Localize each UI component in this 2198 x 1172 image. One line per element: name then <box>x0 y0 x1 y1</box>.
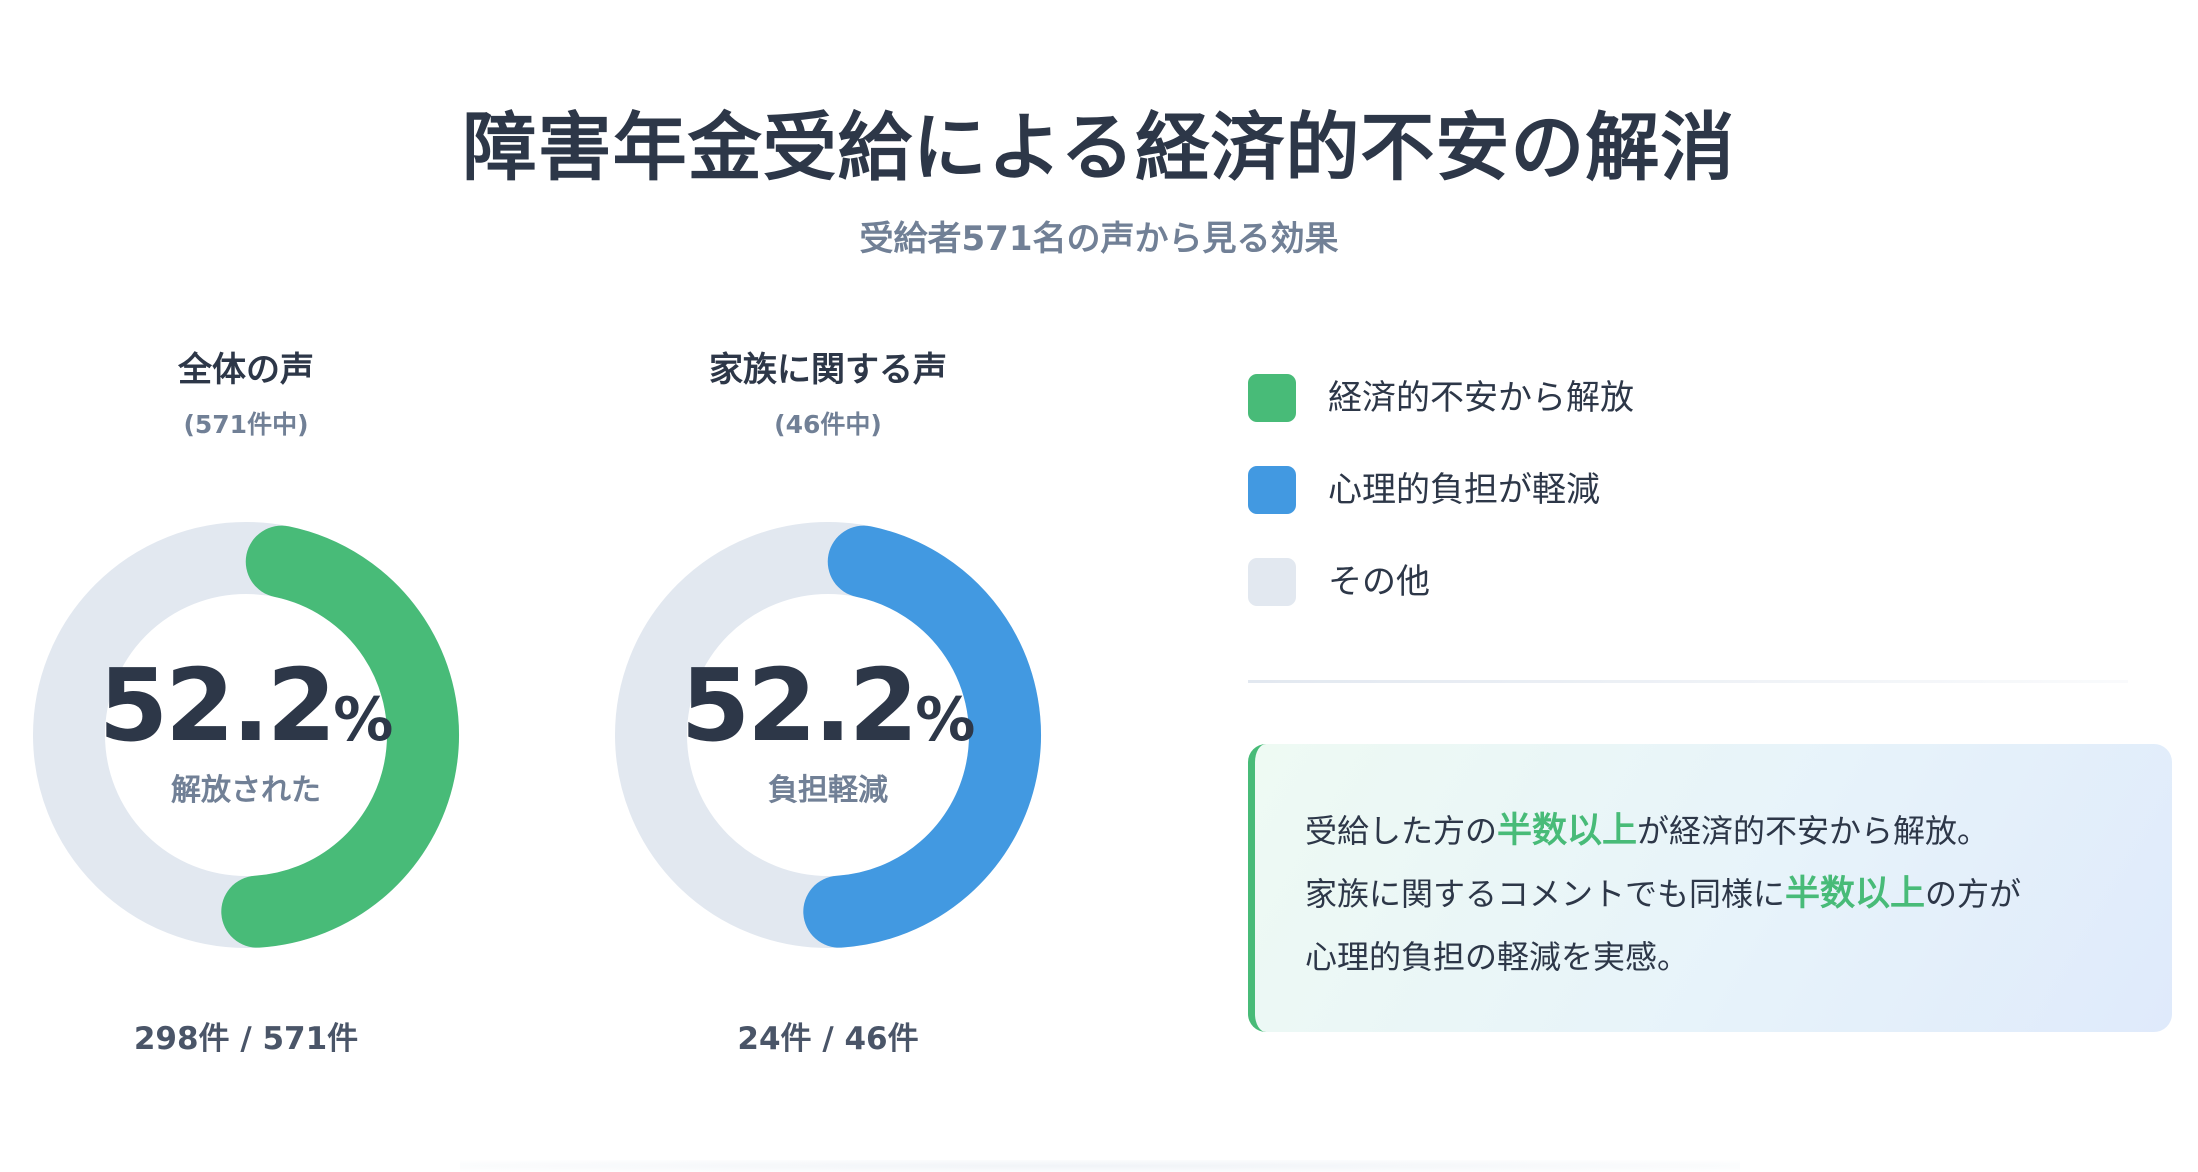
center-number: 52.2 <box>680 647 919 764</box>
legend-swatch <box>1248 374 1296 422</box>
callout-text: 受給した方の半数以上が経済的不安から解放。 家族に関するコメントでも同様に半数以… <box>1305 800 2132 989</box>
center-label: 解放された <box>171 773 321 808</box>
legend-swatch <box>1248 558 1296 606</box>
chart-title: 家族に関する声 <box>709 350 947 390</box>
legend-swatch <box>1248 466 1296 514</box>
callout-text-segment: 受給した方の <box>1305 812 1498 850</box>
center-value: 52.2% <box>608 651 1048 790</box>
center-value: 52.2% <box>26 651 466 790</box>
donut-slice-main <box>33 522 459 948</box>
callout-text-segment: 心理的負担の軽減を実感。 <box>1305 938 1690 976</box>
center-unit: % <box>333 685 394 755</box>
callout-text-segment: 家族に関するコメントでも同様に <box>1305 875 1786 913</box>
callout-text-segment: が経済的不安から解放。 <box>1637 812 1990 850</box>
bottom-shadow <box>460 1160 1740 1172</box>
page-title: 障害年金受給による経済的不安の解消 <box>462 105 1736 191</box>
callout-highlight: 半数以上 <box>1785 874 1926 914</box>
legend-label: 経済的不安から解放 <box>1328 378 1634 418</box>
count-text: 24件 / 46件 <box>737 1021 919 1057</box>
legend-item-relief: 経済的不安から解放 <box>1248 374 2128 424</box>
donut-chart-family: 家族に関する声 (46件中) 52.2% 負担軽減 24件 / 46件 <box>608 345 1048 1065</box>
page-subtitle: 受給者571名の声から見る効果 <box>859 219 1339 259</box>
legend: 経済的不安から解放 心理的負担が軽減 その他 <box>1248 374 2128 650</box>
donut-svg <box>33 522 459 948</box>
count-text: 298件 / 571件 <box>133 1021 359 1057</box>
center-unit: % <box>915 685 976 755</box>
legend-item-burden: 心理的負担が軽減 <box>1248 466 2128 516</box>
callout-text-segment: の方が <box>1925 875 2022 913</box>
center-label: 負担軽減 <box>768 773 888 808</box>
legend-item-other: その他 <box>1248 558 2128 608</box>
chart-subtitle: (46件中) <box>774 410 882 439</box>
divider <box>1248 680 2128 683</box>
callout-highlight: 半数以上 <box>1497 811 1638 851</box>
summary-callout: 受給した方の半数以上が経済的不安から解放。 家族に関するコメントでも同様に半数以… <box>1248 744 2172 1032</box>
chart-title: 全体の声 <box>178 350 314 390</box>
chart-subtitle: (571件中) <box>183 410 309 439</box>
legend-label: 心理的負担が軽減 <box>1328 470 1600 510</box>
donut-slice-main <box>615 522 1041 948</box>
donut-chart-overall: 全体の声 (571件中) 52.2% 解放された 298件 / 571件 <box>26 345 466 1065</box>
legend-label: その他 <box>1328 562 1430 602</box>
center-number: 52.2 <box>98 647 337 764</box>
donut-svg <box>615 522 1041 948</box>
